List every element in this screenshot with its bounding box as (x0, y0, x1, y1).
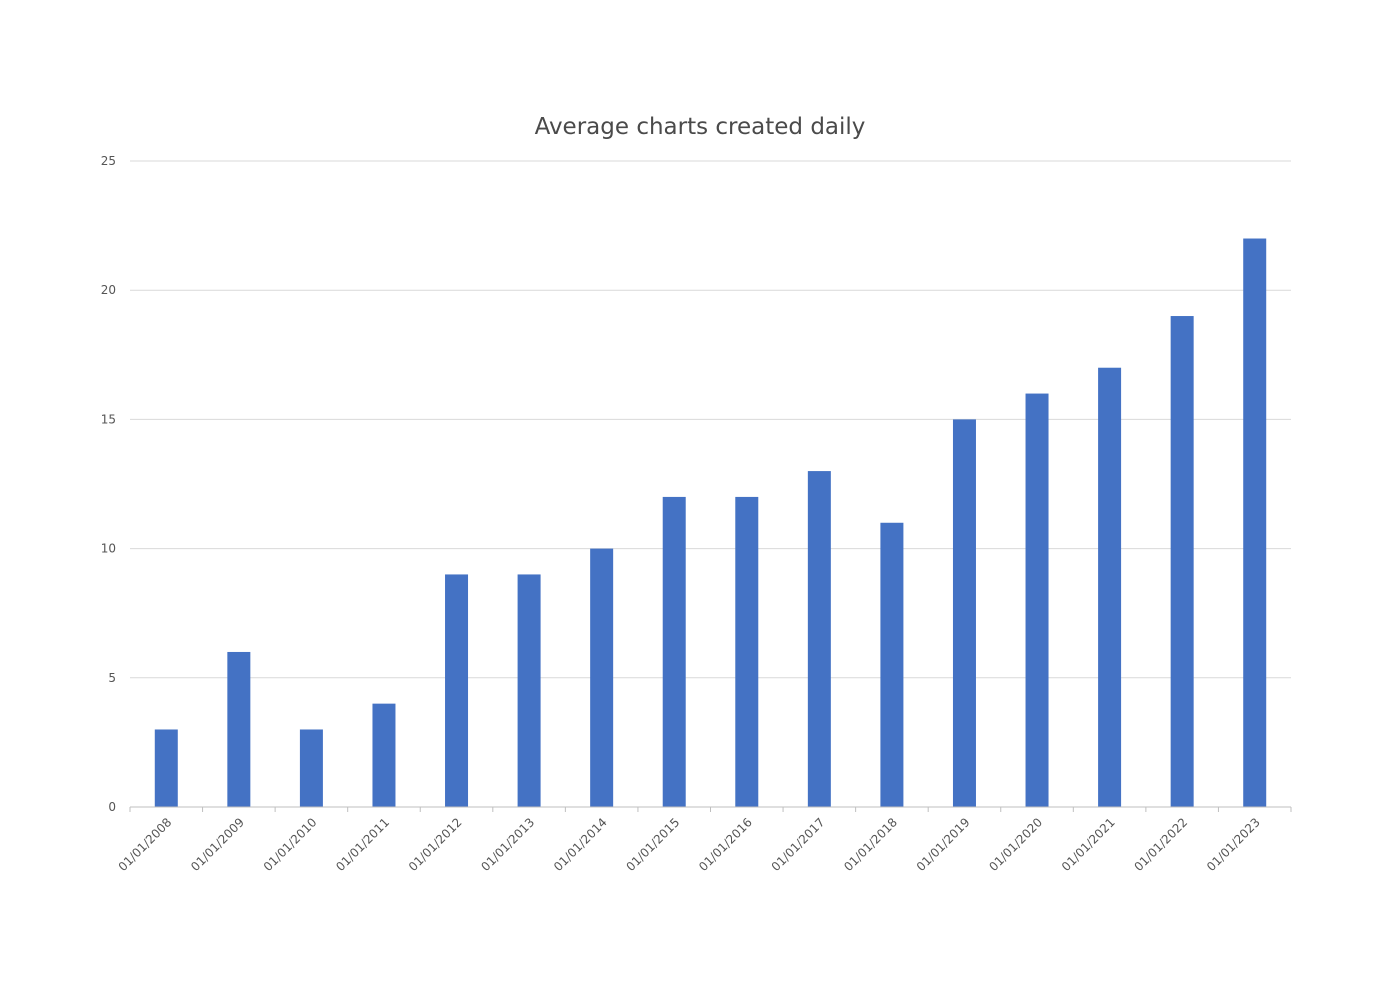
bar-01-01-2016 (735, 496, 759, 807)
x-tick-label: 01/01/2008 (116, 815, 175, 874)
x-tick-label: 01/01/2015 (624, 815, 683, 874)
x-tick-label: 01/01/2023 (1204, 815, 1263, 874)
bar-01-01-2018 (880, 522, 904, 807)
bar-01-01-2022 (1170, 316, 1194, 807)
bar-01-01-2017 (807, 471, 831, 807)
x-tick-label: 01/01/2016 (696, 815, 755, 874)
x-tick-label: 01/01/2014 (551, 815, 610, 874)
y-tick-label: 15 (101, 412, 116, 426)
x-tick-label: 01/01/2013 (478, 815, 537, 874)
bar-01-01-2023 (1243, 238, 1267, 807)
x-tick-label: 01/01/2019 (914, 815, 973, 874)
y-axis-ticks: 0 5 10 15 20 25 (101, 154, 116, 814)
y-tick-label: 20 (101, 283, 116, 297)
gridlines (130, 160, 1291, 679)
y-tick-label: 10 (101, 542, 116, 556)
x-tick-label: 01/01/2020 (986, 815, 1045, 874)
bars (154, 238, 1267, 807)
bar-01-01-2011 (372, 703, 396, 807)
x-tick-label: 01/01/2021 (1059, 815, 1118, 874)
x-tick-label: 01/01/2012 (406, 815, 465, 874)
x-tick-label: 01/01/2017 (769, 815, 828, 874)
x-axis-ticks: 01/01/2008 01/01/2009 01/01/2010 01/01/2011… (116, 815, 1263, 874)
y-tick-label: 5 (108, 671, 116, 685)
bar-01-01-2020 (1025, 393, 1049, 807)
bar-01-01-2010 (299, 729, 323, 807)
bar-01-01-2009 (227, 651, 251, 807)
x-axis (129, 806, 1292, 812)
x-tick-label: 01/01/2022 (1131, 815, 1190, 874)
x-tick-label: 01/01/2018 (841, 815, 900, 874)
chart-title: Average charts created daily (535, 114, 866, 140)
bar-01-01-2012 (445, 574, 469, 807)
y-tick-label: 0 (108, 800, 116, 814)
x-tick-label: 01/01/2010 (261, 815, 320, 874)
y-tick-label: 25 (101, 154, 116, 168)
bar-01-01-2013 (517, 574, 541, 807)
bar-01-01-2021 (1098, 367, 1122, 807)
bar-01-01-2019 (952, 419, 976, 807)
bar-01-01-2014 (590, 548, 614, 807)
x-tick-label: 01/01/2009 (188, 815, 247, 874)
bar-01-01-2008 (154, 729, 178, 807)
x-tick-label: 01/01/2011 (333, 815, 392, 874)
bar-01-01-2015 (662, 496, 686, 807)
